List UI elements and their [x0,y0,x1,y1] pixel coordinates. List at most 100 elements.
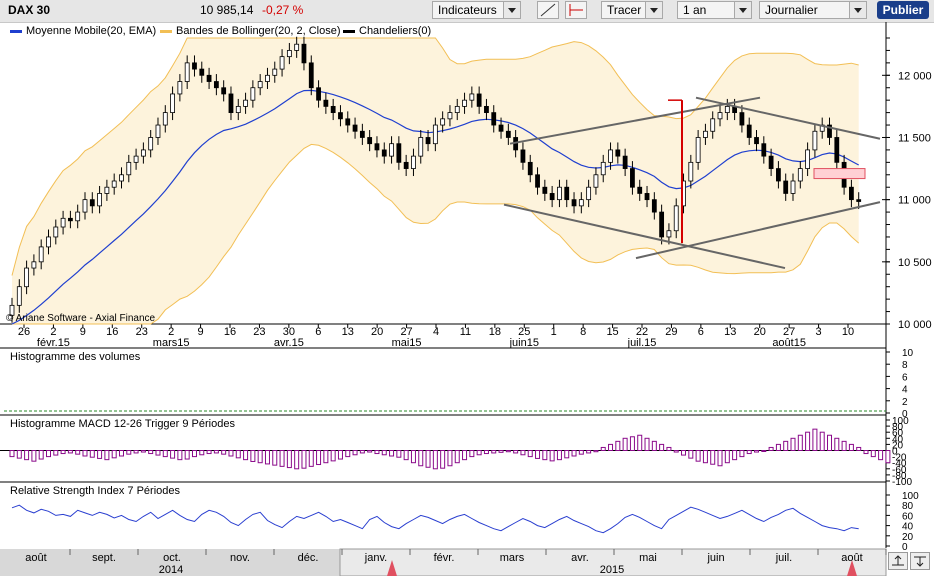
macd-tick-label: 20 [892,440,904,451]
candle-body [761,143,767,157]
navigator-month-label: janv. [364,552,387,564]
candle-body [520,149,526,163]
macd-bar [542,450,548,461]
macd-bar [308,450,314,467]
interval-select[interactable]: Journalier [759,1,867,19]
macd-bar [856,446,862,452]
y-tick-label: 10 500 [898,257,932,269]
macd-bar [659,443,665,451]
candle-body [593,174,599,188]
trendline-lower-left [503,203,786,270]
x-tick-label: 2 [168,326,174,338]
macd-bar [228,450,234,457]
chart-legend: Moyenne Mobile(20, EMA) Bandes de Bollin… [0,23,886,38]
macd-bar [651,440,657,452]
candle-body [294,43,300,51]
horizontal-lines-icon [569,4,583,16]
macd-bar [681,450,687,456]
trendline-button[interactable] [537,1,559,19]
macd-bar [885,450,891,464]
macd-bar [462,450,468,461]
candle-body [286,50,292,58]
macd-bar [447,450,453,467]
month-label: févr.15 [37,337,70,349]
macd-panel-title: Histogramme MACD 12-26 Trigger 9 Période… [10,418,235,430]
ema-swatch [10,29,22,33]
toolbar: DAX 30 10 985,14 -0,27 % Indicateurs Tra… [0,0,934,23]
candle-body [542,186,548,194]
candle-body [352,124,358,132]
legend-ema-label: Moyenne Mobile(20, EMA) [26,25,157,37]
publish-button[interactable]: Publier [877,1,929,19]
x-tick-label: 3 [816,326,822,338]
candle-body [724,105,730,114]
macd-bar [797,434,803,451]
x-tick-label: 29 [665,326,677,338]
candle-body [31,261,37,269]
candle-body [608,149,613,163]
candle-body [418,137,424,157]
candle-body [89,199,95,207]
candle-body [622,155,628,169]
macd-bar [761,450,767,452]
candle-body [206,74,212,82]
zoom-out-button[interactable] [910,552,930,570]
horizontal-lines-button[interactable] [565,1,587,19]
navigator-month-label: août [841,552,862,564]
candle-body [856,199,862,202]
macd-bar [199,450,205,456]
candle-body [345,118,351,126]
macd-bar [819,431,825,452]
draw-dropdown[interactable]: Tracer [601,1,663,19]
macd-bar [264,450,270,465]
rsi-panel-title: Relative Strength Index 7 Périodes [10,485,180,497]
candle-body [790,180,796,194]
macd-bar [410,450,416,464]
macd-bar [812,428,818,451]
candle-body [739,112,745,126]
candle-body [301,43,307,64]
macd-bar [294,450,300,470]
candle-body [9,304,15,316]
macd-bar [732,450,738,461]
macd-bar [140,450,146,453]
zoom-in-button[interactable] [888,552,908,570]
x-tick-label: 27 [400,326,412,338]
macd-bar [739,450,745,458]
candle-body [82,199,88,213]
navigator-month-label: avr. [571,552,589,564]
candle-body [695,137,701,163]
chevron-down-icon [503,2,520,18]
candle-body [75,211,81,222]
candle-body [600,161,606,176]
macd-bar [491,450,497,454]
macd-bar [257,450,263,464]
legend-bollinger-label: Bandes de Bollinger(20, 2, Close) [176,25,341,37]
month-label: juin15 [509,337,539,349]
macd-bar [535,450,541,459]
indicators-dropdown[interactable]: Indicateurs [432,1,521,19]
macd-bar [549,450,555,462]
volume-panel-title: Histogramme des volumes [10,351,141,363]
trendline-lower-right [635,201,881,260]
candle-body [323,99,329,107]
candle-body [367,137,373,145]
candle-body [571,199,577,207]
macd-bar [396,450,402,458]
interval-label: Journalier [765,3,818,17]
candle-body [111,180,117,188]
navigator[interactable] [0,548,934,576]
candle-body [170,93,175,114]
macd-bar [89,450,95,458]
period-select[interactable]: 1 an [677,1,752,19]
macd-bar [250,450,256,462]
period-label: 1 an [683,3,707,17]
candle-body [557,186,562,201]
navigator-handle-left [387,560,397,576]
navigator-month-label: nov. [230,552,250,564]
rsi-tick-label: 80 [902,501,914,512]
bollinger-lower-line [12,143,860,325]
candles-swatch [343,29,355,33]
macd-bar [498,450,504,453]
